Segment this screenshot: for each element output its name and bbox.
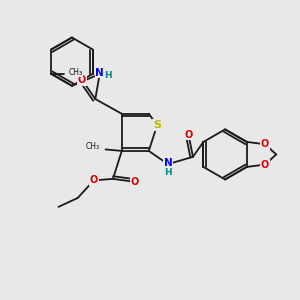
Text: N: N [95, 68, 104, 77]
Text: O: O [184, 130, 193, 140]
Text: O: O [131, 177, 139, 187]
Text: S: S [153, 120, 161, 130]
Text: H: H [104, 71, 112, 80]
Text: CH₃: CH₃ [69, 68, 83, 77]
Text: O: O [261, 160, 269, 170]
Text: O: O [78, 75, 86, 85]
Text: N: N [164, 158, 172, 168]
Text: O: O [261, 139, 269, 149]
Text: O: O [90, 176, 98, 185]
Text: CH₃: CH₃ [85, 142, 100, 151]
Text: H: H [164, 169, 172, 178]
